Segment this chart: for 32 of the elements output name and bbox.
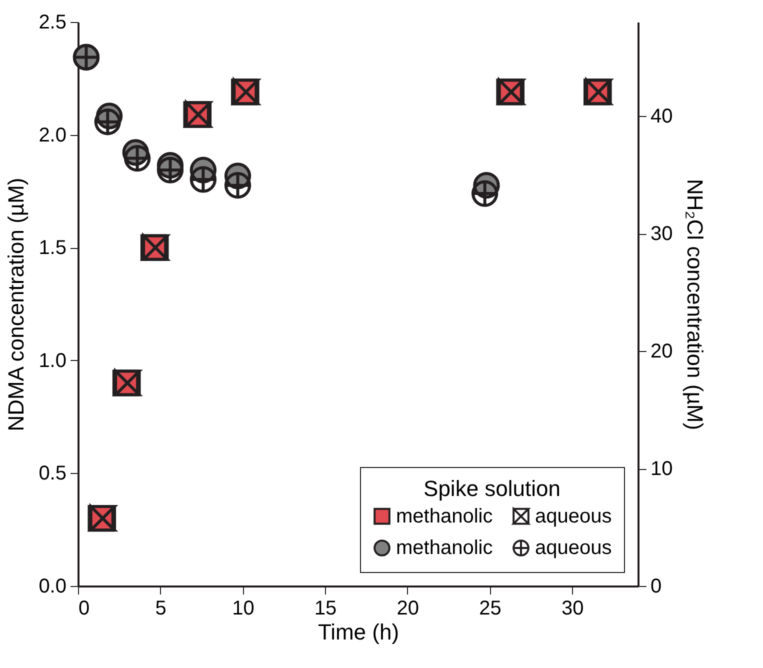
y-tick-label: 1.0: [38, 350, 66, 372]
y2-tick-label: 40: [650, 106, 673, 128]
y2-tick-label: 0: [650, 576, 662, 598]
point: [471, 180, 498, 207]
y-tick-label: 2.5: [38, 12, 66, 34]
x-tick-label: 15: [314, 598, 337, 620]
x-tick-label: 5: [155, 598, 166, 620]
legend-label: aqueous: [535, 537, 612, 559]
y-tick-label: 1.5: [38, 237, 66, 260]
legend-title: Spike solution: [424, 476, 560, 501]
point: [94, 108, 121, 136]
point: [224, 172, 252, 199]
x-tick-label: 0: [78, 598, 90, 620]
y-axis-title: NDMA concentration (µM): [4, 178, 29, 432]
y2-axis-title: NH₂Cl concentration (µM): [682, 178, 708, 430]
y2-tick-label: 20: [650, 340, 673, 362]
point: [156, 156, 184, 184]
y-tick-label: 2.0: [38, 124, 66, 146]
x-axis-title: Time (h): [318, 620, 400, 644]
y2-tick-label: 10: [650, 458, 673, 480]
y2-tick-label: 30: [650, 223, 673, 245]
x-tick-label: 25: [479, 598, 502, 620]
x-tick-label: 20: [396, 598, 420, 620]
y-tick-label: 0.0: [38, 576, 66, 598]
y-tick-label: 0.5: [38, 462, 66, 485]
point: [124, 144, 151, 172]
x-tick-label: 30: [561, 598, 584, 620]
legend-label: methanolic: [396, 505, 493, 528]
legend-label: methanolic: [396, 537, 493, 559]
legend-label: aqueous: [535, 505, 612, 528]
x-tick-label: 10: [232, 598, 254, 620]
point: [190, 166, 217, 193]
